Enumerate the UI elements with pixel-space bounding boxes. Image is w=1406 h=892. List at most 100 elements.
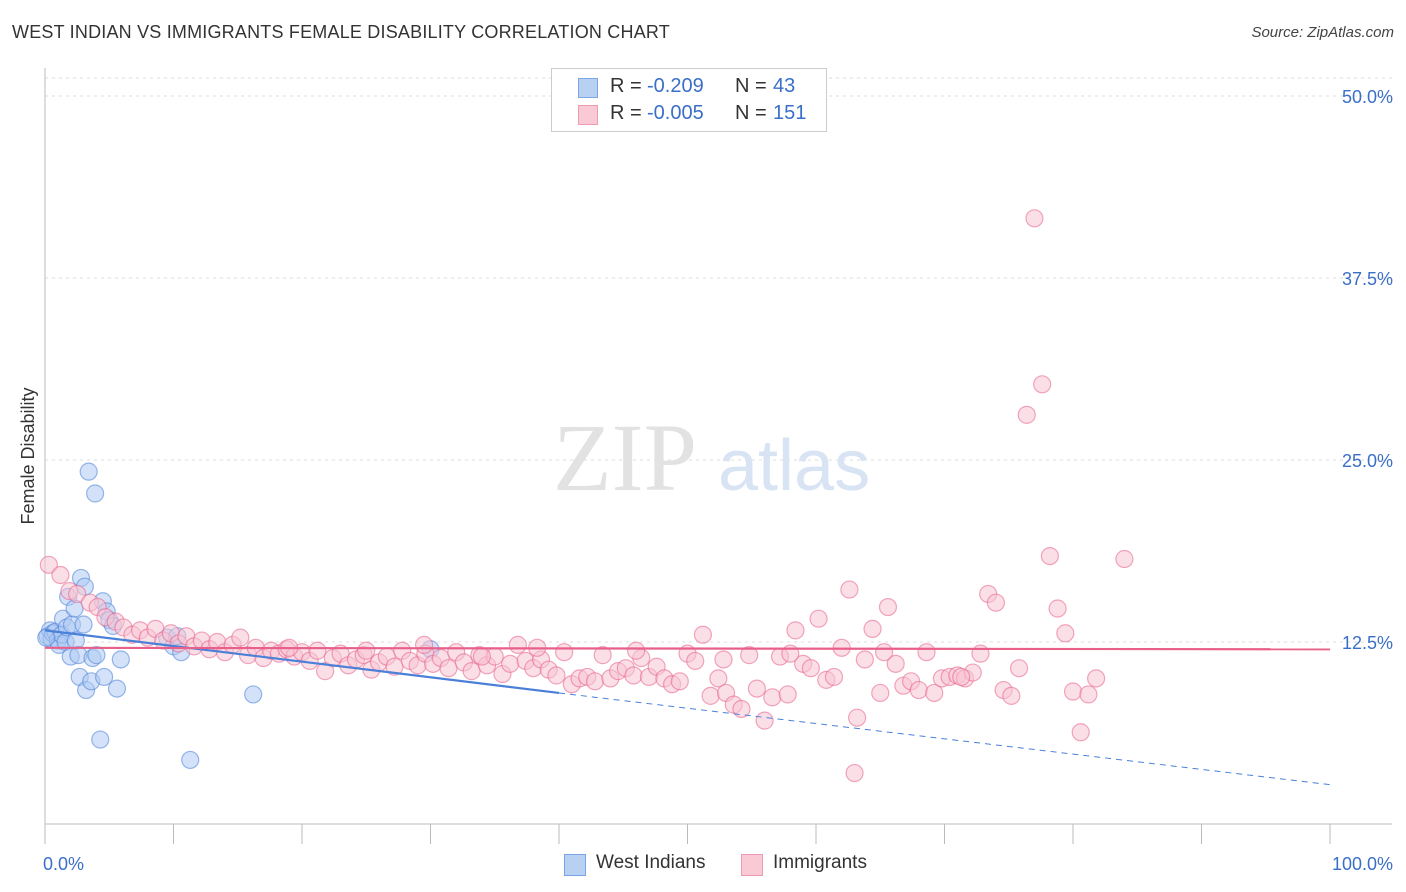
west-indians-point	[87, 646, 106, 665]
west-indians-trend-line	[44, 629, 560, 695]
immigrants-point	[1040, 546, 1059, 566]
legend-n-value: 151	[773, 102, 807, 124]
immigrants-point	[875, 643, 894, 662]
immigrants-point	[917, 643, 936, 662]
west-indians-point	[74, 615, 93, 634]
immigrants-point	[686, 651, 705, 671]
immigrants-point	[786, 621, 805, 640]
immigrants-point	[231, 628, 250, 647]
immigrants-point	[878, 597, 898, 617]
immigrants-point	[1048, 599, 1067, 618]
immigrants-point	[308, 641, 327, 660]
immigrants-point	[472, 647, 491, 666]
west-indians-point	[37, 628, 56, 647]
immigrants-point	[971, 644, 990, 663]
west-indians-point	[95, 667, 114, 687]
watermark-atlas: atlas	[718, 426, 870, 506]
immigrants-point	[462, 662, 481, 681]
y-tick-label: 12.5%	[1342, 633, 1393, 653]
west-indians-point	[91, 730, 110, 749]
west-indians-trend-extension	[558, 692, 1331, 786]
bottom-legend-label: Immigrants	[773, 852, 867, 873]
immigrants-point	[693, 625, 713, 644]
immigrants-point	[840, 580, 859, 599]
chart-title: WEST INDIAN VS IMMIGRANTS FEMALE DISABIL…	[12, 22, 670, 42]
immigrants-point	[357, 641, 376, 660]
immigrants-point	[747, 679, 766, 698]
immigrants-point	[1002, 686, 1021, 705]
immigrants-point	[1017, 405, 1036, 424]
y-tick-label: 25.0%	[1342, 451, 1393, 471]
immigrants-point	[68, 584, 87, 604]
bottom-legend-swatch-west-indians	[564, 854, 586, 876]
immigrants-point	[925, 683, 944, 703]
legend-r-value: -0.005	[647, 102, 704, 124]
immigrants-point	[809, 609, 828, 628]
trend-lines	[44, 629, 1331, 786]
immigrants-point	[863, 619, 882, 638]
immigrants-trend-line	[44, 646, 1331, 651]
legend-n-value: 43	[773, 75, 796, 97]
immigrants-point	[555, 643, 574, 662]
immigrants-point	[670, 672, 689, 691]
watermark-zip: ZIP	[553, 404, 697, 511]
immigrants-point	[1079, 685, 1098, 704]
immigrants-point	[508, 635, 527, 655]
immigrants-point	[801, 659, 820, 678]
immigrants-point	[626, 641, 646, 660]
immigrants-point	[39, 555, 58, 574]
bottom-legend-label: West Indians	[596, 852, 706, 873]
immigrants-point	[886, 654, 905, 673]
immigrants-point	[501, 654, 520, 673]
grid-lines	[45, 77, 1392, 643]
x-tick-label: 100.0%	[1332, 854, 1393, 874]
immigrants-point	[1033, 375, 1052, 394]
west-indians-point	[111, 650, 130, 669]
immigrants-points	[39, 209, 1134, 783]
immigrants-point	[1063, 682, 1083, 701]
legend-n-label: N =	[735, 102, 767, 124]
immigrants-point	[778, 685, 797, 704]
legend-r-label: R =	[610, 102, 642, 124]
axes	[44, 68, 1392, 844]
y-tick-label: 50.0%	[1342, 87, 1393, 107]
immigrants-point	[714, 650, 733, 669]
immigrants-point	[414, 635, 434, 655]
legend-row-west-indians: R = -0.209 N = 43	[552, 74, 826, 100]
source-label: Source: ZipAtlas.com	[1251, 24, 1394, 41]
watermark: ZIP atlas	[553, 404, 870, 511]
immigrants-point	[848, 708, 867, 727]
immigrants-point	[1009, 659, 1029, 678]
y-tick-label: 37.5%	[1342, 269, 1393, 289]
west-indians-point	[86, 484, 105, 503]
immigrants-point	[845, 763, 864, 783]
west-indians-point	[181, 750, 200, 770]
immigrants-point	[824, 667, 844, 687]
correlation-legend: R = -0.209 N = 43 R = -0.005 N = 151	[551, 68, 827, 132]
immigrants-point	[909, 680, 928, 700]
immigrants-point	[952, 667, 971, 687]
tick-labels: 12.5% 25.0% 37.5% 50.0% 0.0% 100.0%	[43, 87, 1393, 874]
legend-r-value: -0.209	[647, 75, 704, 97]
immigrants-point	[855, 650, 874, 669]
immigrants-point	[439, 659, 458, 678]
immigrants-point	[986, 593, 1006, 612]
immigrants-point	[593, 646, 612, 665]
immigrants-point	[732, 699, 751, 719]
legend-swatch-immigrants	[578, 105, 598, 125]
x-tick-label: 0.0%	[43, 854, 84, 874]
immigrants-point	[763, 688, 782, 707]
legend-r-label: R =	[610, 75, 642, 97]
immigrants-point	[755, 711, 774, 730]
immigrants-point	[1056, 624, 1075, 643]
immigrants-point	[624, 666, 643, 685]
immigrants-point	[1071, 723, 1090, 742]
immigrants-point	[1087, 669, 1106, 688]
legend-row-immigrants: R = -0.005 N = 151	[552, 101, 826, 127]
immigrants-point	[1025, 209, 1044, 228]
west-indians-point	[79, 462, 98, 481]
immigrants-point	[51, 565, 70, 585]
immigrants-point	[871, 683, 890, 703]
immigrants-point	[585, 672, 605, 691]
